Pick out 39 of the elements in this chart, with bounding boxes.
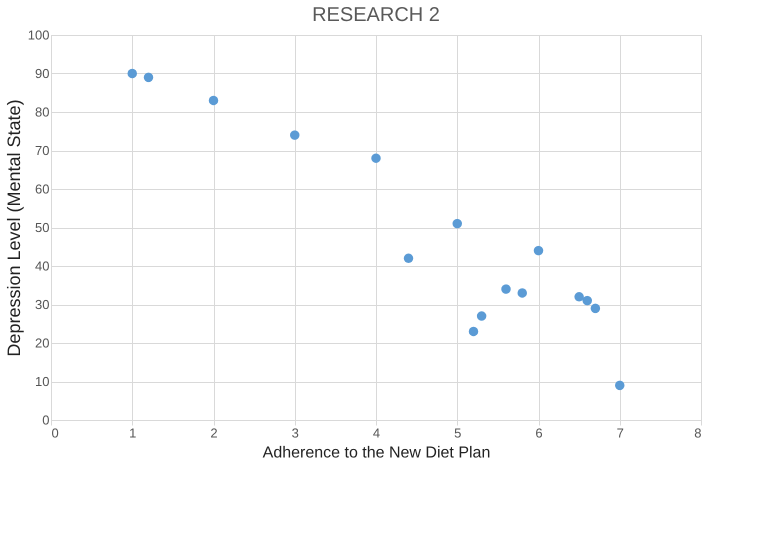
y-tick-label: 70 — [35, 143, 50, 158]
point — [574, 292, 584, 302]
x-axis-title: Adherence to the New Diet Plan — [262, 444, 490, 462]
point — [208, 96, 218, 106]
y-tick-label: 10 — [35, 374, 50, 389]
point — [452, 218, 462, 228]
y-tick-label: 60 — [35, 182, 50, 196]
y-tick-label: 30 — [35, 297, 50, 312]
y-tick-label: 100 — [28, 28, 50, 42]
x-tick-label: 5 — [454, 426, 462, 440]
x-tick-label: 2 — [210, 426, 218, 440]
y-tick-label: 40 — [35, 258, 50, 274]
x-tick-label: 7 — [616, 426, 624, 440]
point — [590, 304, 600, 314]
x-tick-label: 1 — [129, 426, 136, 440]
point — [582, 296, 592, 306]
chart-title: RESEARCH 2 — [312, 4, 440, 26]
x-tick-label: 0 — [52, 426, 59, 440]
y-axis-title: Depression Level (Mental State) — [4, 99, 24, 357]
point — [144, 72, 154, 82]
point — [128, 68, 137, 78]
point — [371, 153, 381, 163]
point — [534, 246, 544, 256]
point — [404, 254, 414, 264]
point — [518, 288, 527, 298]
point — [615, 380, 624, 390]
y-tick-label: 90 — [35, 66, 50, 81]
x-tick-label: 3 — [292, 426, 299, 440]
x-tick-label: 8 — [694, 426, 702, 440]
point — [501, 284, 511, 294]
point — [290, 130, 300, 140]
y-tick-label: 0 — [42, 412, 50, 428]
point — [476, 311, 486, 321]
point — [468, 326, 478, 336]
y-tick-label: 20 — [35, 336, 50, 350]
y-tick-label: 80 — [35, 104, 50, 120]
x-tick-label: 4 — [372, 426, 380, 440]
x-tick-label: 6 — [535, 426, 543, 440]
y-tick-label: 50 — [35, 220, 50, 235]
